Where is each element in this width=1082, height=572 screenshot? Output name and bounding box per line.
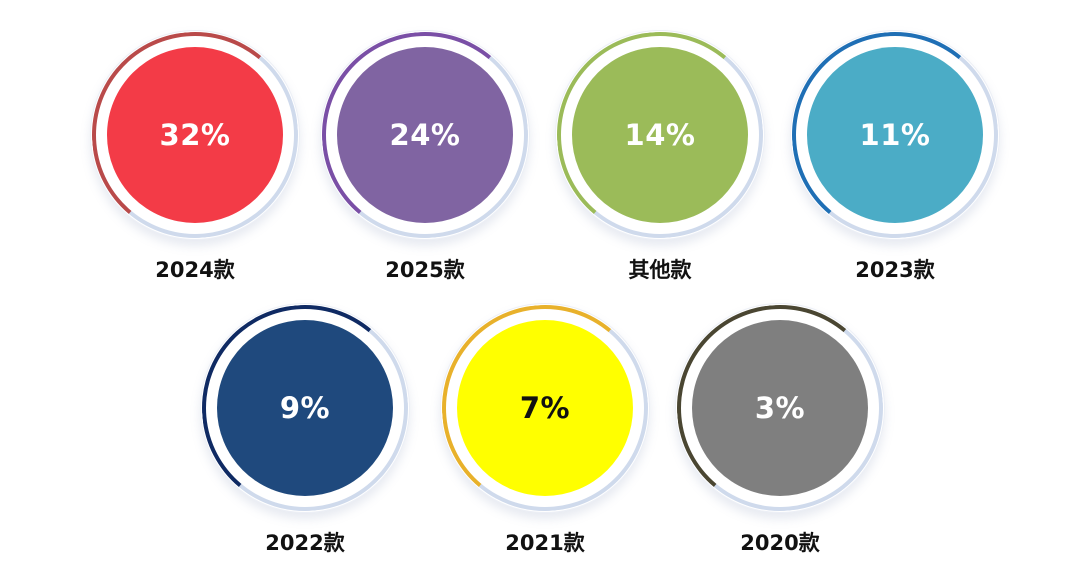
circle-disc [217, 320, 393, 496]
circle-item-5: 9% 2022款 [193, 296, 417, 555]
value-label: 14% [624, 118, 696, 152]
category-label: 2022款 [265, 531, 345, 555]
circle-item-1: 32% 2024款 [83, 23, 307, 282]
circle-item-6: 7% 2021款 [433, 296, 657, 555]
category-label: 2024款 [155, 258, 235, 282]
value-label: 11% [859, 118, 931, 152]
circle-disc [457, 320, 633, 496]
circle-disc [337, 47, 513, 223]
value-label: 7% [519, 391, 571, 425]
category-label: 2021款 [505, 531, 585, 555]
circle-disc [572, 47, 748, 223]
category-label: 2023款 [855, 258, 935, 282]
category-label: 2020款 [740, 531, 820, 555]
value-label: 32% [159, 118, 231, 152]
circle-disc [692, 320, 868, 496]
circle-item-3: 14% 其他款 [548, 23, 772, 282]
value-label: 3% [754, 391, 806, 425]
category-label: 2025款 [385, 258, 465, 282]
value-label: 9% [279, 391, 331, 425]
category-label: 其他款 [628, 258, 692, 282]
circle-item-7: 3% 2020款 [668, 296, 892, 555]
circle-disc [807, 47, 983, 223]
circle-disc [107, 47, 283, 223]
circle-item-2: 24% 2025款 [313, 23, 537, 282]
circle-item-4: 11% 2023款 [783, 23, 1007, 282]
value-label: 24% [389, 118, 461, 152]
